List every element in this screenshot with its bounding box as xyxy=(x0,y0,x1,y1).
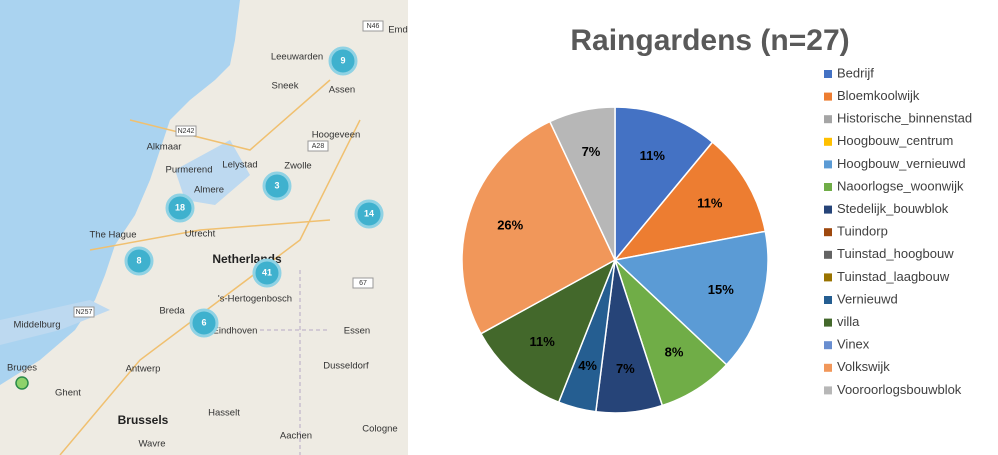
legend-label[interactable]: Vooroorlogsbouwblok xyxy=(837,382,962,397)
road-label: A28 xyxy=(312,143,325,150)
legend-label[interactable]: Historische_binnenstad xyxy=(837,111,972,126)
data-label: 11% xyxy=(529,334,555,349)
place-label: Essen xyxy=(344,326,370,337)
legend-label[interactable]: villa xyxy=(837,314,860,329)
legend-label[interactable]: Bloemkoolwijk xyxy=(837,88,920,103)
legend-swatch xyxy=(824,160,832,168)
legend-label[interactable]: Vernieuwd xyxy=(837,291,898,306)
legend-swatch xyxy=(824,386,832,394)
legend-label[interactable]: Bedrijf xyxy=(837,65,874,80)
legend-label[interactable]: Tuindorp xyxy=(837,224,888,239)
place-label: Hoogeveen xyxy=(312,130,361,141)
place-label: Bruges xyxy=(7,363,37,374)
legend-label[interactable]: Tuinstad_hoogbouw xyxy=(837,246,954,261)
legend-swatch xyxy=(824,251,832,259)
data-label: 15% xyxy=(708,282,734,297)
place-label: 's-Hertogenbosch xyxy=(218,294,292,305)
legend-swatch xyxy=(824,296,832,304)
place-label: Lelystad xyxy=(222,160,257,171)
place-label: Antwerp xyxy=(126,364,161,375)
place-label: Almere xyxy=(194,185,224,196)
data-label: 8% xyxy=(665,344,684,359)
legend-swatch xyxy=(824,364,832,372)
road-label: N242 xyxy=(178,128,195,135)
place-label: Middelburg xyxy=(14,320,61,331)
place-label: Brussels xyxy=(118,413,169,427)
cluster-count: 41 xyxy=(262,267,272,277)
page: Leeuwarden Sneek Assen Hoogeveen Alkmaar Purm… xyxy=(0,0,998,455)
legend-swatch xyxy=(824,341,832,349)
location-marker[interactable] xyxy=(16,377,28,389)
legend-label[interactable]: Naoorlogse_woonwijk xyxy=(837,178,964,193)
legend-swatch xyxy=(824,183,832,191)
cluster-count: 3 xyxy=(274,180,279,190)
data-label: 26% xyxy=(497,217,523,232)
cluster-count: 18 xyxy=(175,202,185,212)
legend-swatch xyxy=(824,70,832,78)
place-label: Assen xyxy=(329,85,355,96)
data-label: 7% xyxy=(616,361,635,376)
place-label: Emd xyxy=(388,25,408,36)
place-label: Breda xyxy=(159,306,185,317)
legend-swatch xyxy=(824,206,832,214)
legend-swatch xyxy=(824,273,832,281)
place-label: Dusseldorf xyxy=(323,361,369,372)
legend-swatch xyxy=(824,228,832,236)
place-label: Wavre xyxy=(138,439,165,450)
cluster-count: 9 xyxy=(340,55,345,65)
place-label: Hasselt xyxy=(208,408,240,419)
legend-label[interactable]: Tuinstad_laagbouw xyxy=(837,269,950,284)
data-label: 11% xyxy=(640,148,666,163)
legend-label[interactable]: Hoogbouw_vernieuwd xyxy=(837,156,966,171)
data-label: 11% xyxy=(697,195,723,210)
place-label: Sneek xyxy=(272,81,299,92)
place-label: Eindhoven xyxy=(213,326,258,337)
place-label: Cologne xyxy=(362,424,397,435)
cluster-count: 6 xyxy=(201,317,206,327)
place-label: Purmerend xyxy=(166,165,213,176)
place-label: Aachen xyxy=(280,431,312,442)
legend-label[interactable]: Stedelijk_bouwblok xyxy=(837,201,949,216)
legend-swatch xyxy=(824,138,832,146)
cluster-count: 14 xyxy=(364,208,374,218)
data-label: 7% xyxy=(582,144,601,159)
chart-title: Raingardens (n=27) xyxy=(570,24,849,57)
road-label: N257 xyxy=(76,309,93,316)
legend-swatch xyxy=(824,93,832,101)
place-label: Zwolle xyxy=(284,161,311,172)
place-label: Alkmaar xyxy=(147,142,182,153)
place-label: Ghent xyxy=(55,388,81,399)
legend-swatch xyxy=(824,115,832,123)
place-label: The Hague xyxy=(89,230,136,241)
legend-label[interactable]: Hoogbouw_centrum xyxy=(837,133,953,148)
cluster-count: 8 xyxy=(136,255,141,265)
road-label: 67 xyxy=(359,280,367,287)
data-label: 4% xyxy=(578,358,597,373)
legend-label[interactable]: Volkswijk xyxy=(837,359,890,374)
road-label: N46 xyxy=(367,23,380,30)
legend-label[interactable]: Vinex xyxy=(837,337,870,352)
legend-swatch xyxy=(824,319,832,327)
place-label: Leeuwarden xyxy=(271,52,323,63)
place-label: Utrecht xyxy=(185,229,216,240)
